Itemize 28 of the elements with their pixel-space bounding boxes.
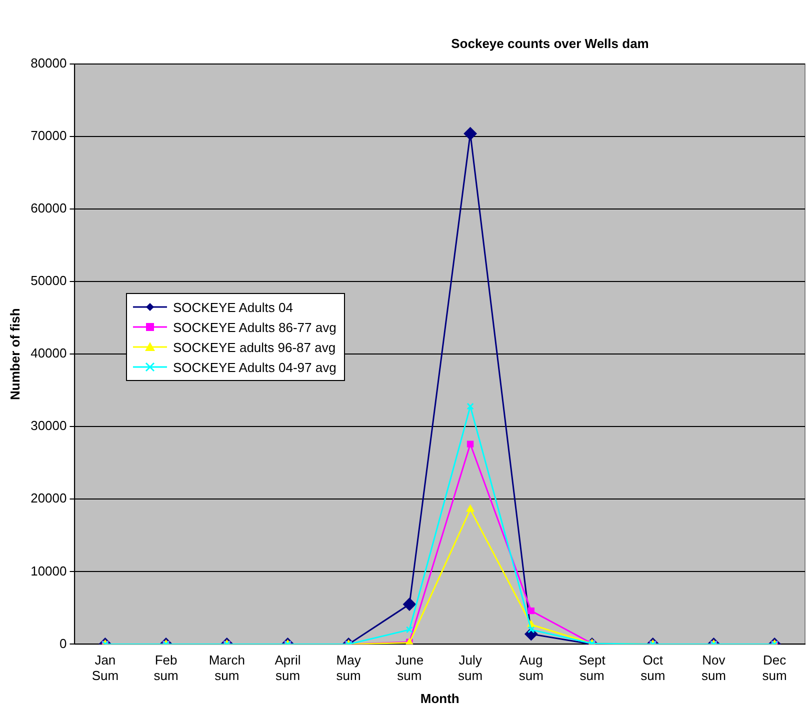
legend-label: SOCKEYE Adults 04-97 avg — [173, 360, 336, 374]
x-tick-label: March sum — [208, 652, 245, 684]
y-tick-label: 50000 — [30, 273, 67, 288]
x-tick-label: Aug sum — [518, 652, 544, 684]
y-tick-label: 70000 — [30, 128, 67, 144]
y-axis-title: Number of fish — [7, 308, 22, 400]
x-tick-label: June sum — [395, 652, 424, 684]
x-tick-label: May sum — [336, 652, 362, 684]
legend-label: SOCKEYE adults 96-87 avg — [173, 340, 336, 354]
legend-label: SOCKEYE Adults 86-77 avg — [173, 320, 336, 334]
x-axis-title: Month — [420, 690, 460, 706]
y-tick-label: 40000 — [30, 346, 67, 361]
x-tick-label: April sum — [274, 652, 301, 684]
x-tick-label: Jan Sum — [92, 652, 119, 684]
y-tick-label: 80000 — [30, 56, 67, 71]
y-tick-label: 60000 — [30, 200, 67, 216]
y-tick-label: 20000 — [30, 490, 67, 506]
x-tick-label: Dec sum — [762, 652, 787, 684]
x-tick-label: Sept sum — [578, 652, 606, 684]
x-tick-label: July sum — [458, 652, 483, 684]
y-tick-label: 10000 — [30, 563, 67, 578]
x-tick-label: Oct sum — [640, 652, 666, 684]
x-tick-label: Feb sum — [154, 652, 178, 684]
chart-title: Sockeye counts over Wells dam — [450, 36, 650, 51]
y-tick-label: 30000 — [30, 418, 67, 434]
y-tick-label: 0 — [60, 636, 67, 651]
x-tick-label: Nov sum — [701, 652, 726, 684]
legend-label: SOCKEYE Adults 04 — [173, 300, 293, 314]
